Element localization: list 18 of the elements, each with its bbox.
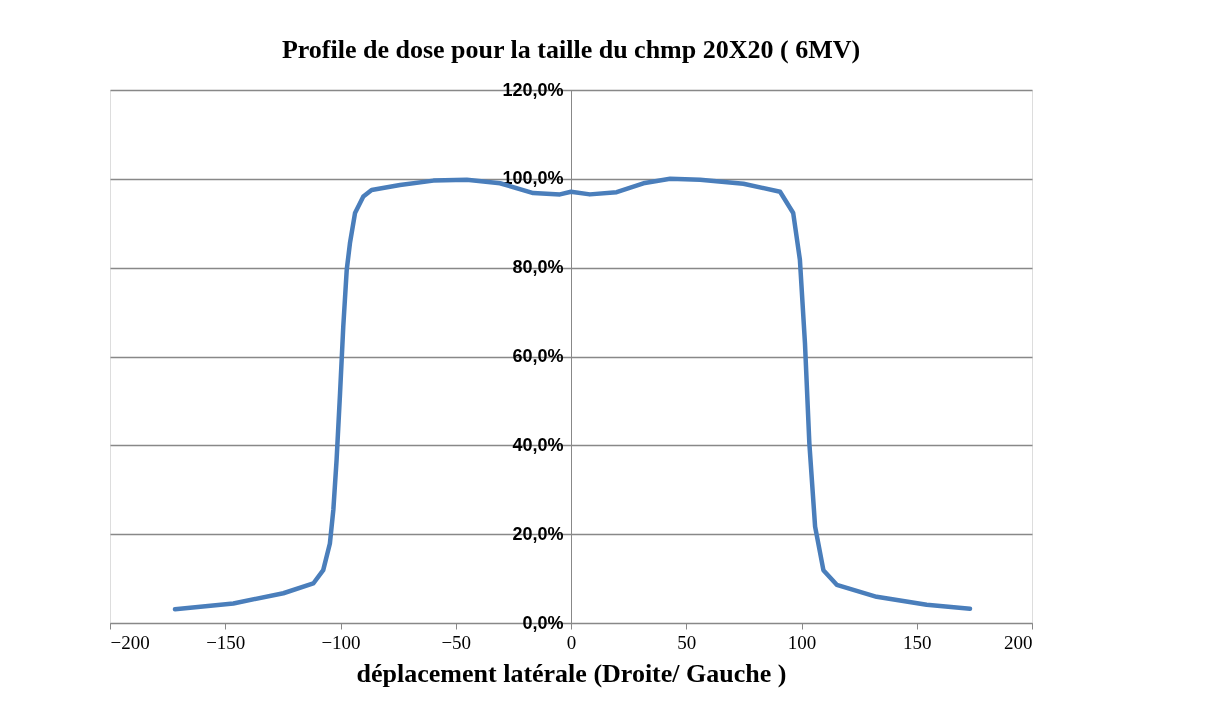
y-tick-label: 20,0% xyxy=(512,523,564,544)
chart-title: Profile de dose pour la taille du chmp 20X20 ( 6MV) xyxy=(281,35,861,64)
x-tick-label: 200 xyxy=(1004,631,1033,653)
x-tick-label: −100 xyxy=(321,631,361,653)
y-tick-label: 40,0% xyxy=(512,434,564,455)
y-tick-label: 0,0% xyxy=(522,612,564,633)
x-tick-label: −150 xyxy=(206,631,246,653)
x-tick-label: −50 xyxy=(441,631,472,653)
x-tick-label: 100 xyxy=(787,631,817,653)
x-tick-label: −200 xyxy=(110,631,150,653)
y-tick-label: 120,0% xyxy=(502,79,564,100)
x-tick-label: 0 xyxy=(566,631,577,653)
y-tick-label: 60,0% xyxy=(512,346,564,366)
x-tick-label: 150 xyxy=(903,631,932,653)
x-axis-title: déplacement latérale (Droite/ Gauche ) xyxy=(356,658,787,688)
y-tick-label: 80,0% xyxy=(512,257,564,278)
x-tick-label: 50 xyxy=(677,631,697,653)
y-tick-label: 100,0% xyxy=(502,168,564,189)
